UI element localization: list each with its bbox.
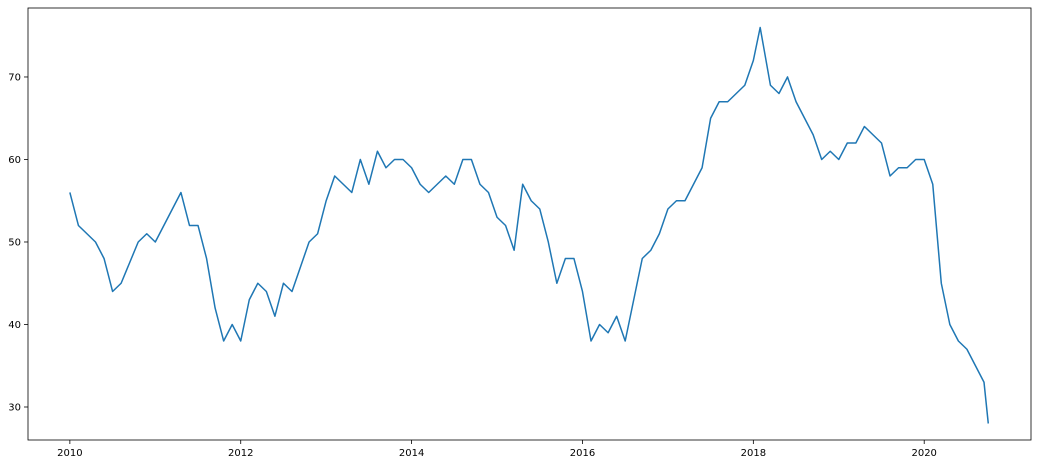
x-tick-label: 2014 <box>399 448 424 459</box>
y-tick-label: 40 <box>8 320 21 331</box>
x-tick-label: 2016 <box>570 448 595 459</box>
y-tick-label: 30 <box>8 402 21 413</box>
plot-area <box>27 7 1032 441</box>
y-tick-label: 60 <box>8 155 21 166</box>
line <box>69 26 990 424</box>
y-tick-label: 50 <box>8 237 21 248</box>
x-tick-label: 2012 <box>228 448 253 459</box>
x-tick-label: 2020 <box>911 448 936 459</box>
y-tick-label: 70 <box>8 72 21 83</box>
x-tick-label: 2010 <box>57 448 82 459</box>
x-tick-label: 2018 <box>741 448 766 459</box>
